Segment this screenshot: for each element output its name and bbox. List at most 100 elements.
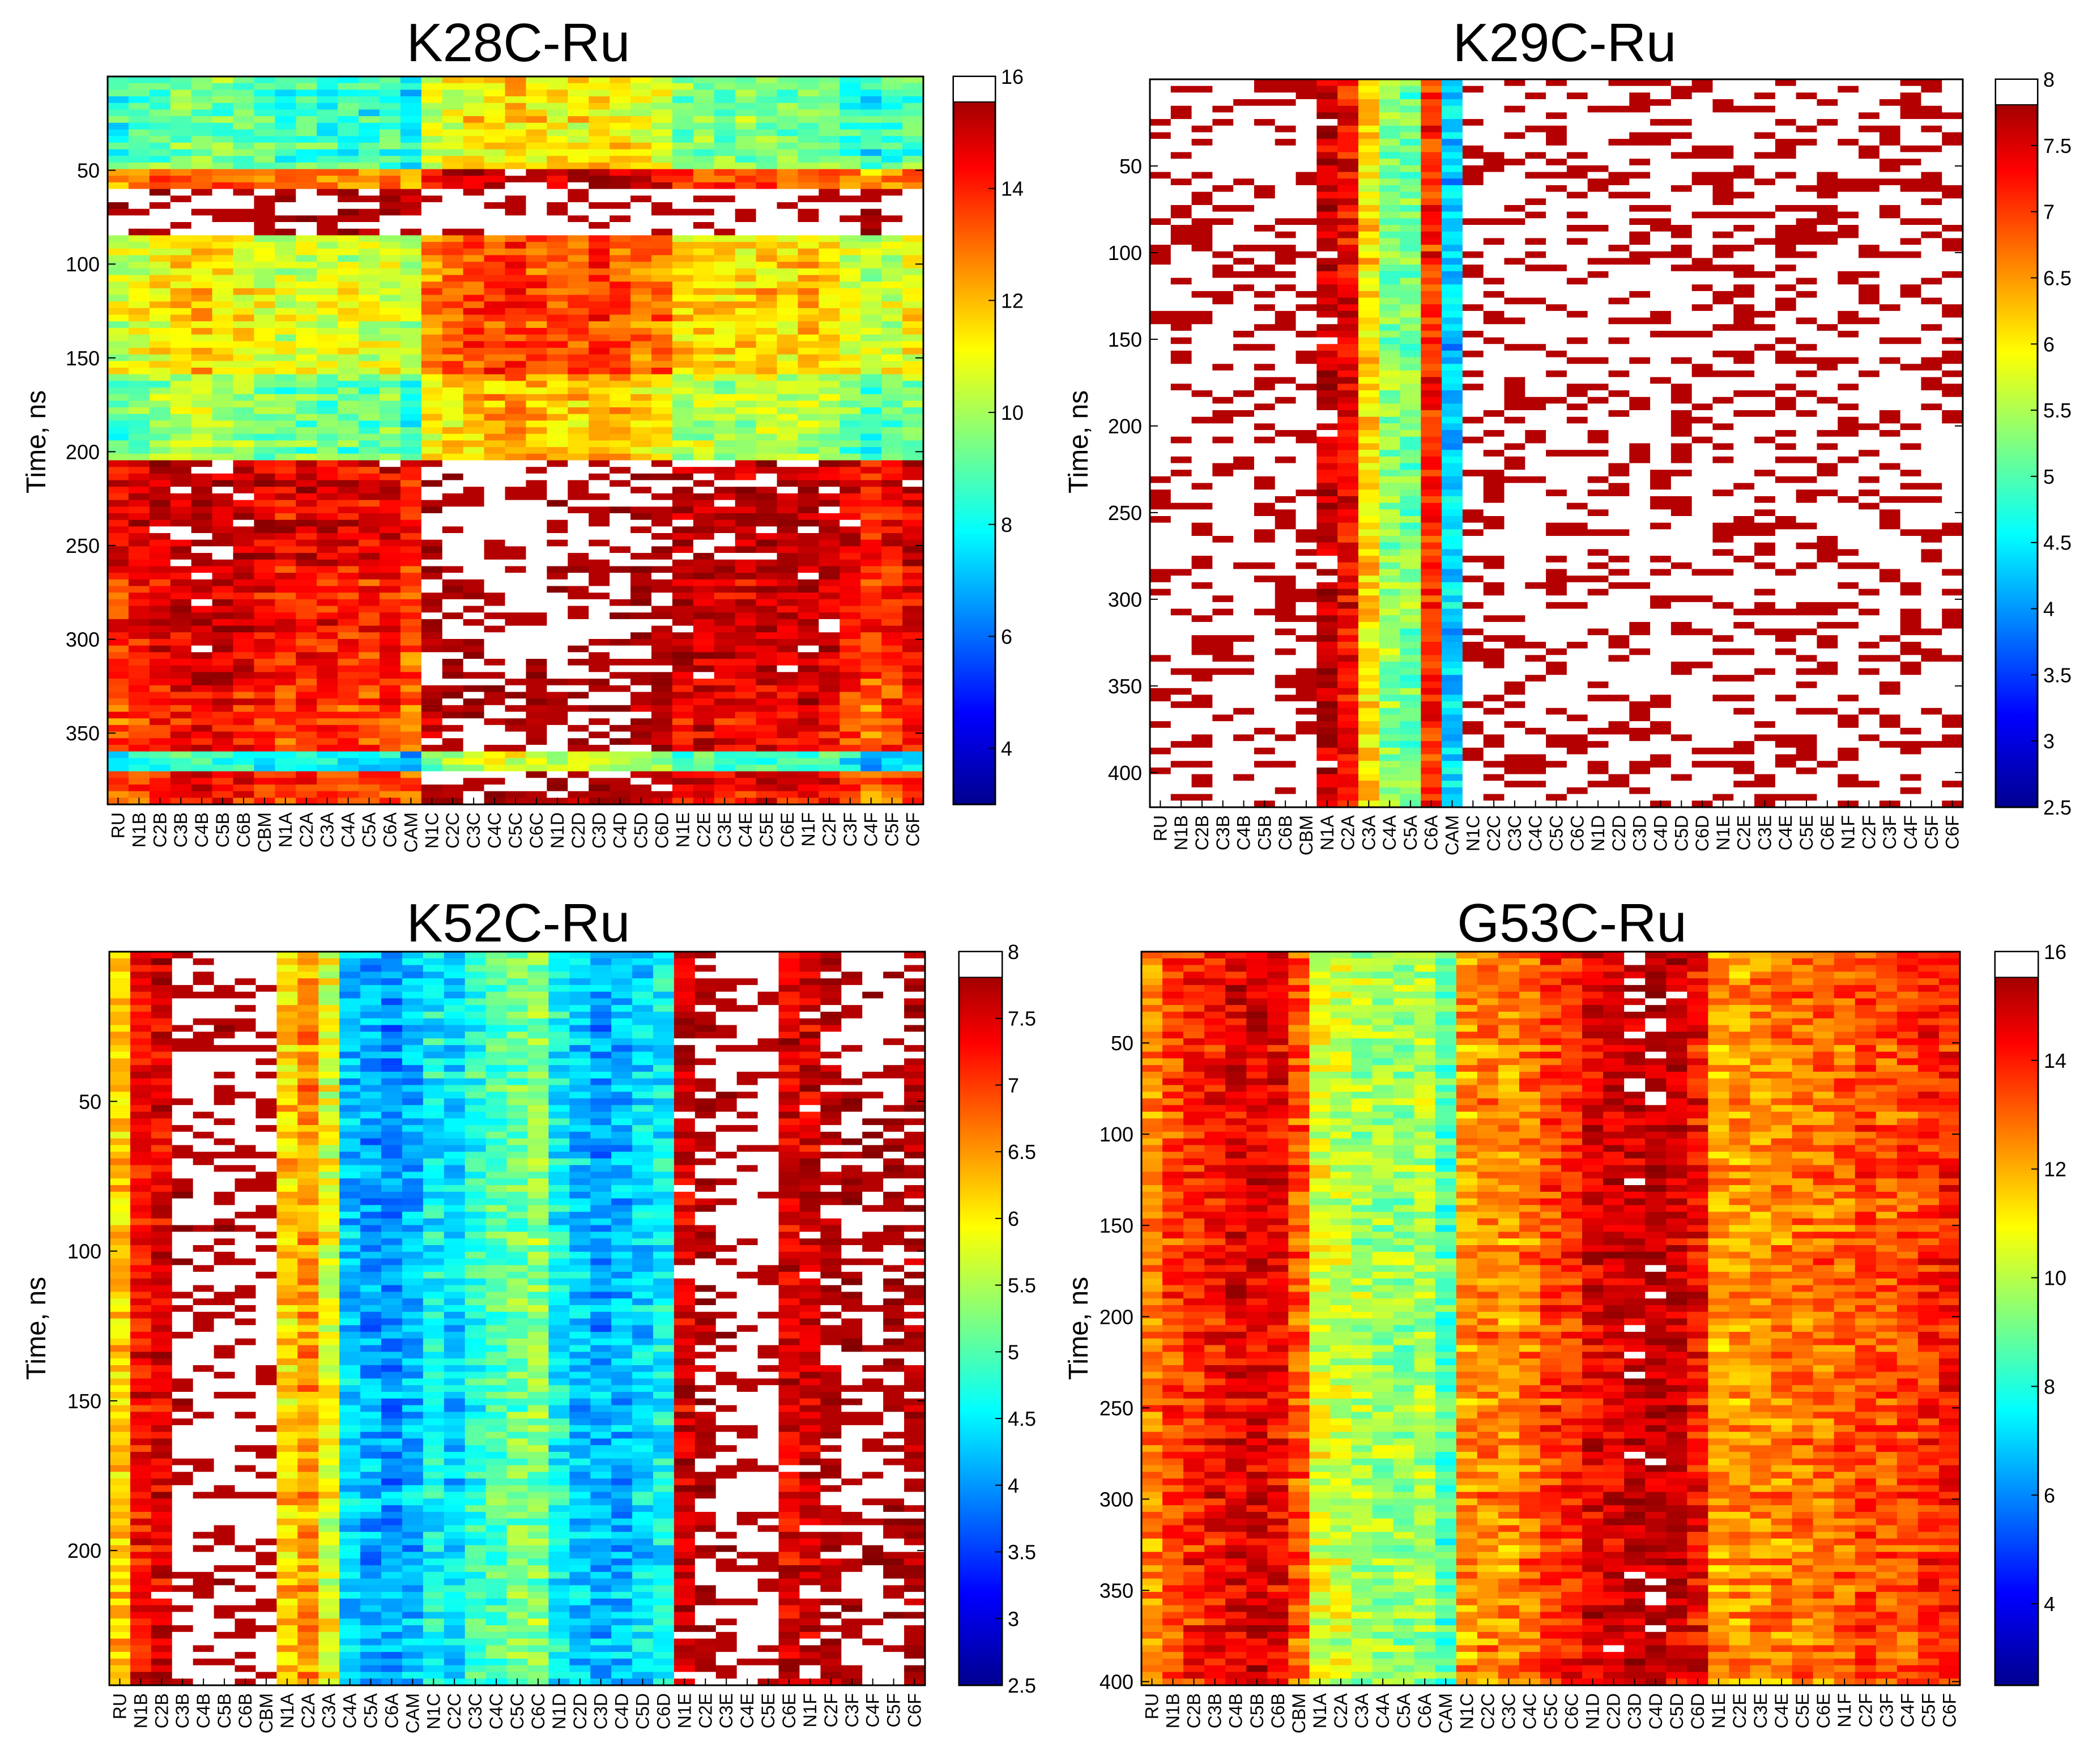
heatmap-cell [317, 275, 338, 282]
heatmap-cell [777, 487, 799, 493]
heatmap-cell [421, 282, 443, 288]
heatmap-cell [839, 169, 861, 176]
heatmap-cell [108, 461, 129, 467]
heatmap-cell [380, 732, 401, 739]
heatmap-cell [568, 387, 589, 394]
heatmap-cell [150, 116, 171, 123]
heatmap-cell [777, 718, 799, 725]
heatmap-cell [1567, 172, 1588, 179]
heatmap-cell [108, 235, 129, 242]
heatmap-cell [505, 619, 527, 626]
heatmap-cell [212, 427, 234, 434]
heatmap-cell [714, 176, 736, 182]
x-tick-label: N1E [672, 812, 693, 847]
heatmap-cell [589, 143, 610, 150]
heatmap-cell [1712, 99, 1733, 106]
heatmap-cell [171, 752, 192, 759]
heatmap-cell [693, 150, 715, 156]
heatmap-cell [171, 540, 192, 547]
heatmap-cell [191, 461, 213, 467]
heatmap-cell [400, 745, 422, 752]
heatmap-cell [108, 116, 129, 123]
heatmap-cell [693, 414, 715, 421]
heatmap-cell [651, 321, 673, 328]
heatmap-cell [839, 176, 861, 182]
heatmap-cell [1838, 159, 1859, 165]
heatmap-cell [589, 500, 610, 507]
heatmap-cell [526, 202, 547, 209]
heatmap-cell [693, 229, 715, 236]
heatmap-cell [400, 632, 422, 639]
heatmap-cell [191, 698, 213, 705]
heatmap-cell [191, 480, 213, 487]
heatmap-cell [171, 143, 192, 150]
heatmap-cell [1546, 86, 1567, 93]
heatmap-cell [254, 467, 275, 474]
heatmap-cell [777, 96, 799, 103]
heatmap-cell [860, 772, 882, 778]
heatmap-cell [1379, 106, 1400, 113]
heatmap-cell [610, 434, 631, 441]
heatmap-cell [735, 90, 757, 96]
heatmap-cell [359, 599, 380, 606]
heatmap-cell [254, 355, 275, 361]
heatmap-cell [254, 109, 275, 116]
heatmap-cell [735, 540, 757, 547]
heatmap-cell [421, 361, 443, 368]
heatmap-cell [881, 176, 903, 182]
heatmap-cell [296, 580, 317, 586]
heatmap-cell [212, 103, 234, 110]
heatmap-cell [150, 593, 171, 599]
heatmap-cell [589, 791, 610, 798]
heatmap-cell [651, 639, 673, 646]
heatmap-cell [1275, 159, 1296, 165]
heatmap-cell [589, 328, 610, 335]
heatmap-cell [421, 632, 443, 639]
heatmap-cell [902, 738, 924, 745]
heatmap-cell [275, 394, 296, 401]
heatmap-cell [630, 778, 652, 785]
heatmap-cell [819, 652, 840, 659]
heatmap-cell [672, 467, 694, 474]
heatmap-cell [108, 599, 129, 606]
heatmap-cell [568, 427, 589, 434]
heatmap-cell [1337, 132, 1358, 139]
heatmap-cell [171, 791, 192, 798]
heatmap-cell [756, 321, 778, 328]
heatmap-cell [317, 652, 338, 659]
heatmap-cell [589, 182, 610, 189]
heatmap-cell [338, 90, 359, 96]
heatmap-cell [484, 282, 506, 288]
heatmap-cell [798, 745, 819, 752]
heatmap-cell [359, 573, 380, 580]
heatmap-cell [400, 249, 422, 255]
heatmap-cell [756, 480, 778, 487]
heatmap-cell [1900, 86, 1921, 93]
heatmap-cell [108, 500, 129, 507]
heatmap-cell [442, 308, 464, 315]
heatmap-cell [1733, 99, 1754, 106]
heatmap-cell [547, 725, 568, 732]
heatmap-cell [714, 732, 736, 739]
heatmap-cell [421, 540, 443, 547]
heatmap-cell [881, 526, 903, 533]
heatmap-cell [651, 288, 673, 295]
heatmap-cell [380, 374, 401, 381]
heatmap-cell [484, 341, 506, 348]
heatmap-cell [359, 480, 380, 487]
heatmap-cell [839, 361, 861, 368]
heatmap-cell [463, 308, 485, 315]
heatmap-cell [651, 513, 673, 520]
heatmap-cell [421, 275, 443, 282]
heatmap-cell [714, 705, 736, 712]
heatmap-cell [338, 407, 359, 414]
heatmap-cell [463, 732, 485, 739]
heatmap-cell [860, 666, 882, 672]
heatmap-cell [1484, 139, 1505, 146]
heatmap-cell [756, 242, 778, 249]
heatmap-cell [526, 235, 547, 242]
heatmap-cell [233, 632, 255, 639]
heatmap-cell [1588, 139, 1609, 146]
heatmap-cell [547, 632, 568, 639]
heatmap-cell [1296, 152, 1317, 159]
